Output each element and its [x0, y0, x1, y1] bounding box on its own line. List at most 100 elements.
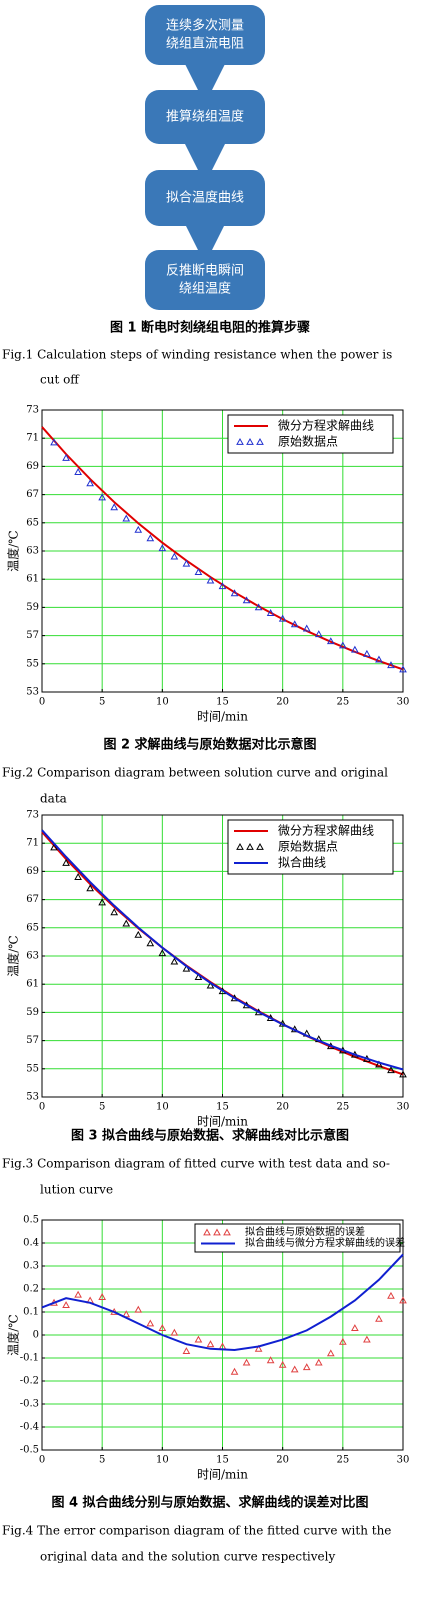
- x-tick-label: 15: [216, 1102, 229, 1113]
- data-point: [230, 589, 239, 597]
- data-point: [206, 1340, 215, 1348]
- data-point: [399, 1296, 407, 1304]
- data-point: [62, 453, 70, 461]
- caption: 图 4 拟合曲线分别与原始数据、求解曲线的误差对比图: [51, 1495, 368, 1511]
- x-axis-label: 时间/min: [197, 710, 248, 724]
- y-tick-label: 63: [26, 546, 39, 557]
- flow-node: 推算绕组温度: [145, 90, 265, 144]
- legend-swatch: [256, 842, 264, 850]
- y-tick-label: 53: [26, 687, 39, 698]
- legend-swatch: [236, 842, 244, 850]
- x-tick-label: 10: [156, 1455, 169, 1466]
- data-point: [302, 624, 311, 632]
- data-point: [254, 603, 263, 611]
- data-point: [278, 1360, 287, 1368]
- caption: 图 1 断电时刻绕组电阻的推算步骤: [110, 320, 310, 336]
- y-tick-label: 0.3: [23, 1261, 39, 1272]
- y-tick-label: 67: [26, 894, 39, 905]
- y-tick-label: -0.5: [20, 1445, 39, 1456]
- caption-en: cut off: [40, 373, 80, 387]
- data-point: [98, 1293, 107, 1300]
- data-point: [74, 468, 82, 475]
- caption-en: Fig.2 Comparison diagram between solutio…: [2, 766, 388, 780]
- data-point: [242, 1358, 251, 1366]
- data-point: [146, 534, 155, 542]
- legend-box: [227, 819, 394, 875]
- data-point: [158, 949, 167, 957]
- data-point: [50, 843, 58, 851]
- y-axis-label: 温度/℃: [6, 530, 21, 571]
- data-point: [375, 655, 383, 663]
- data-point: [50, 438, 58, 446]
- data-point: [206, 981, 215, 989]
- legend-label: 原始数据点: [278, 839, 338, 854]
- data-point: [194, 568, 203, 576]
- data-point: [98, 493, 107, 501]
- y-tick-label: 0.2: [23, 1284, 39, 1295]
- y-tick-label: 67: [26, 489, 39, 500]
- data-point: [62, 1301, 70, 1308]
- node-label: 连续多次测量: [166, 18, 244, 34]
- y-tick-label: 53: [26, 1092, 39, 1103]
- x-tick-label: 30: [397, 1455, 410, 1466]
- data-point: [387, 661, 395, 669]
- data-point: [278, 614, 287, 622]
- data-point: [290, 620, 299, 628]
- data-point: [110, 503, 119, 511]
- x-tick-label: 25: [336, 1455, 349, 1466]
- data-point: [98, 898, 107, 906]
- data-point: [62, 858, 70, 866]
- caption-en: Fig.3 Comparison diagram of fitted curve…: [2, 1157, 390, 1171]
- x-tick-label: 5: [99, 697, 105, 708]
- data-point: [290, 1365, 299, 1373]
- node-label: 绕组温度: [179, 281, 231, 297]
- axes-frame: [41, 814, 404, 1098]
- y-tick-label: -0.4: [20, 1422, 39, 1433]
- y-tick-label: 69: [26, 866, 39, 877]
- y-tick-label: 73: [26, 405, 39, 416]
- data-point: [266, 609, 275, 616]
- x-tick-label: 5: [99, 1455, 105, 1466]
- data-point: [326, 1349, 335, 1357]
- data-point: [338, 641, 347, 649]
- legend-box: [227, 414, 394, 454]
- x-tick-label: 30: [397, 697, 410, 708]
- x-tick-label: 5: [99, 1102, 105, 1113]
- data-point: [230, 1367, 239, 1375]
- data-point: [74, 873, 82, 880]
- y-tick-label: 57: [26, 1035, 39, 1046]
- y-tick-label: 71: [26, 433, 39, 444]
- data-point: [399, 665, 407, 673]
- data-point: [74, 1290, 82, 1298]
- legend-swatch: [203, 1228, 211, 1236]
- x-tick-label: 0: [39, 1455, 45, 1466]
- y-tick-label: 0: [33, 1330, 39, 1341]
- data-point: [134, 525, 143, 533]
- data-point: [351, 645, 359, 653]
- data-point: [170, 957, 179, 965]
- caption-en: original data and the solution curve res…: [40, 1550, 335, 1564]
- legend-swatch: [256, 437, 264, 445]
- y-tick-label: 61: [26, 574, 39, 585]
- data-point: [363, 649, 371, 657]
- chart: 0 5 10 15 20 25 30 -0.5 -0.4 -0.3 -0.2 -0.1 0 0.1 0.2 0…: [6, 1215, 410, 1482]
- y-tick-label: 73: [26, 810, 39, 821]
- node-label: 绕组直流电阻: [166, 37, 244, 52]
- data-point: [326, 637, 335, 645]
- x-tick-label: 15: [216, 1455, 229, 1466]
- data-point: [134, 1305, 143, 1313]
- data-point: [314, 630, 323, 638]
- node-label: 推算绕组温度: [166, 109, 244, 125]
- y-tick-label: 69: [26, 461, 39, 472]
- legend-swatch: [223, 1228, 231, 1236]
- data-point: [146, 1319, 155, 1327]
- y-axis-label: 温度/℃: [6, 1314, 21, 1355]
- x-tick-label: 25: [336, 1102, 349, 1113]
- data-point: [122, 514, 131, 522]
- data-point: [110, 908, 119, 916]
- data-point: [86, 479, 94, 487]
- data-point: [314, 1358, 323, 1366]
